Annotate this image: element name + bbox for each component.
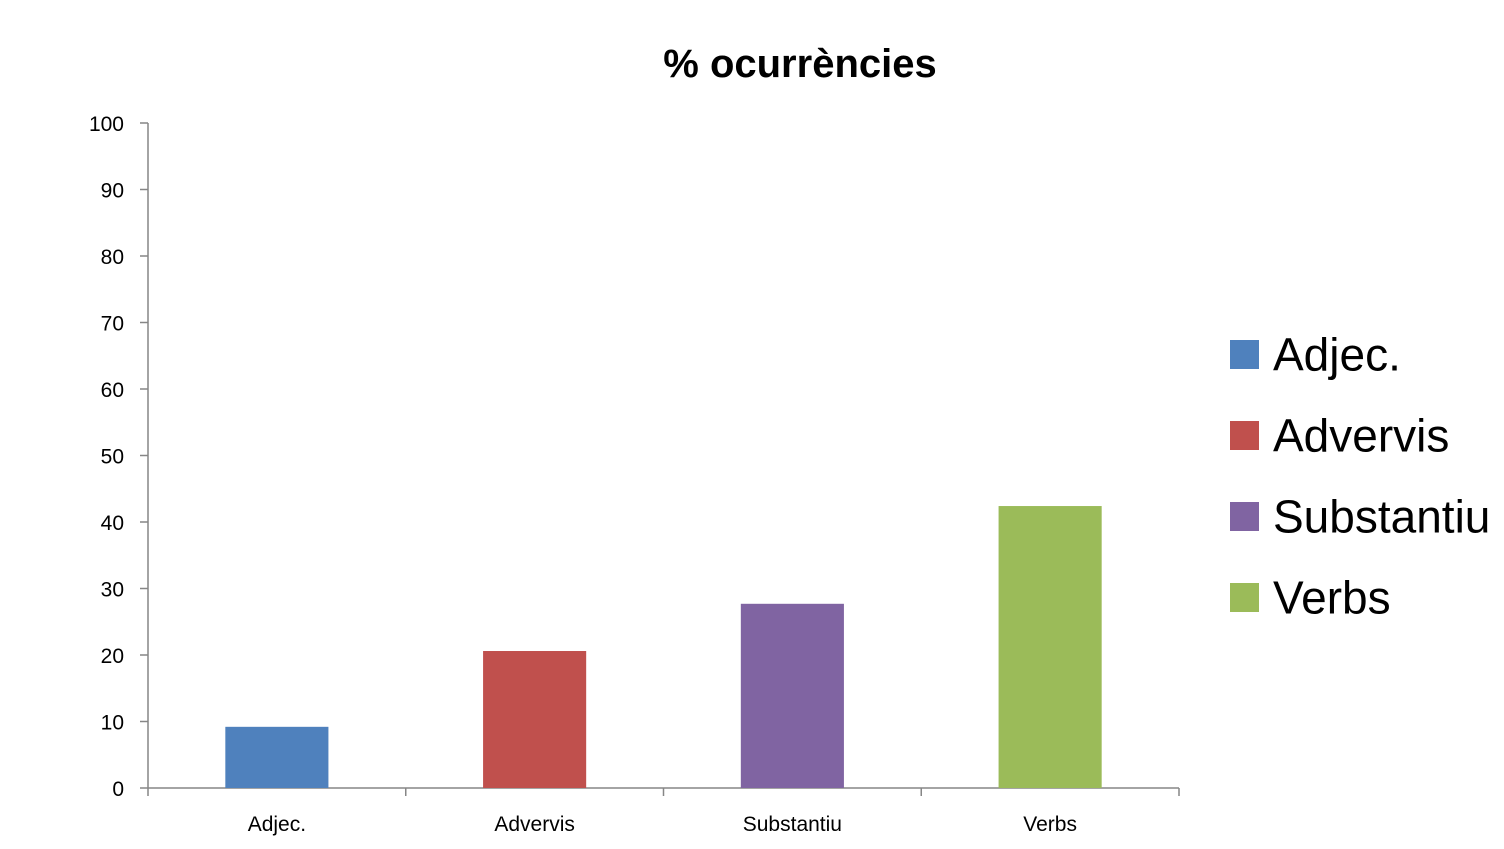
legend-label: Substantiu xyxy=(1273,491,1490,543)
x-tick-label: Substantiu xyxy=(743,813,842,836)
bar-substantiu xyxy=(740,603,844,788)
y-tick-label: 70 xyxy=(101,313,124,336)
chart-title: % ocurrències xyxy=(663,42,936,86)
bars xyxy=(225,506,1102,788)
legend-swatch xyxy=(1230,583,1259,612)
legend-label: Verbs xyxy=(1273,572,1391,624)
x-tick-label: Adjec. xyxy=(248,813,306,836)
legend: Adjec. Advervis Substantiu Verbs xyxy=(1230,329,1490,624)
y-tick-label: 20 xyxy=(101,645,124,668)
bar-advervis xyxy=(483,651,587,788)
y-tick-label: 40 xyxy=(101,512,124,535)
legend-swatch xyxy=(1230,340,1259,369)
bar-adjec xyxy=(225,726,329,788)
y-tick-label: 80 xyxy=(101,246,124,269)
legend-label: Advervis xyxy=(1273,410,1449,462)
legend-swatch xyxy=(1230,502,1259,531)
y-tick-label: 90 xyxy=(101,180,124,203)
x-tick-label: Verbs xyxy=(1023,813,1077,836)
y-tick-label: 60 xyxy=(101,379,124,402)
y-tick-label: 50 xyxy=(101,446,124,469)
y-tick-label: 0 xyxy=(112,778,124,801)
x-tick-label: Advervis xyxy=(494,813,575,836)
y-tick-label: 30 xyxy=(101,579,124,602)
legend-label: Adjec. xyxy=(1273,329,1401,381)
legend-swatch xyxy=(1230,421,1259,450)
axes: 0 10 20 30 40 50 60 70 80 90 100 Adjec. Advervis Subs… xyxy=(89,113,1180,836)
bar-verbs xyxy=(998,506,1102,788)
y-tick-label: 10 xyxy=(101,712,124,735)
y-tick-label: 100 xyxy=(89,113,124,136)
